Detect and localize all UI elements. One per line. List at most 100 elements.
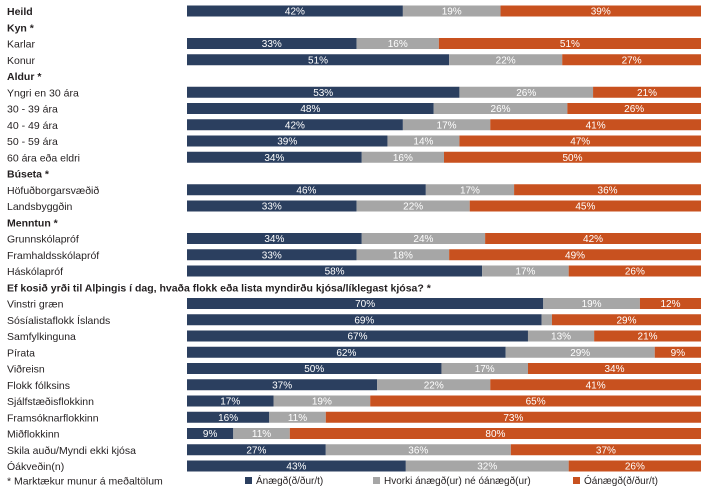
satisfied-segment <box>187 265 483 277</box>
neither-value-label: 19% <box>442 7 462 18</box>
neither-segment <box>405 460 569 472</box>
satisfied-segment <box>187 428 234 439</box>
neither-value-label: 11% <box>252 429 271 440</box>
neither-segment <box>361 151 444 163</box>
dissatisfied-value-label: 26% <box>624 104 644 115</box>
satisfied-segment <box>187 86 460 98</box>
satisfied-value-label: 46% <box>296 185 316 196</box>
neither-value-label: 11% <box>288 413 307 424</box>
group-header: Búseta * <box>7 169 50 181</box>
dissatisfied-segment <box>527 363 701 374</box>
dissatisfied-segment <box>459 135 701 147</box>
row-label: Vinstri græn <box>7 299 64 311</box>
row-label: Viðreisn <box>7 364 45 376</box>
dissatisfied-segment <box>514 184 701 196</box>
neither-value-label: 32% <box>477 462 497 473</box>
neither-segment <box>233 428 290 439</box>
neither-segment <box>356 249 450 261</box>
dissatisfied-value-label: 80% <box>485 429 505 440</box>
neither-value-label: 17% <box>515 267 535 278</box>
neither-value-label: 17% <box>475 364 495 375</box>
satisfied-value-label: 37% <box>272 380 292 391</box>
neither-value-label: 22% <box>496 55 516 66</box>
row-label: 40 - 49 ára <box>7 120 58 132</box>
dissatisfied-segment <box>568 460 701 472</box>
neither-segment <box>441 363 528 374</box>
neither-segment <box>527 330 595 342</box>
neither-value-label: 26% <box>491 104 511 115</box>
satisfied-segment <box>187 151 362 163</box>
dissatisfied-value-label: 26% <box>625 462 645 473</box>
dissatisfied-segment <box>567 103 701 114</box>
neither-value-label: 36% <box>408 445 428 456</box>
legend-swatch-neither <box>373 477 380 484</box>
satisfied-value-label: 67% <box>347 332 367 343</box>
satisfied-value-label: 34% <box>264 234 284 245</box>
group-header: Ef kosið yrði til Alþingis í dag, hvaða … <box>7 282 432 294</box>
row-label: Óákveðin(n) <box>7 460 64 473</box>
dissatisfied-segment <box>444 151 701 163</box>
neither-value-label: 16% <box>393 153 413 164</box>
dissatisfied-segment <box>485 233 701 244</box>
satisfied-value-label: 70% <box>355 299 375 310</box>
satisfied-value-label: 50% <box>304 364 324 375</box>
legend-label-neither: Hvorki ánægð(ur) né óánægð(ur) <box>384 475 531 487</box>
satisfied-value-label: 42% <box>285 120 305 131</box>
satisfied-segment <box>187 460 406 472</box>
dissatisfied-value-label: 21% <box>637 88 657 99</box>
dissatisfied-segment <box>449 249 701 261</box>
dissatisfied-value-label: 26% <box>625 267 645 278</box>
dissatisfied-segment <box>370 395 701 407</box>
neither-value-label: 19% <box>312 397 332 408</box>
neither-value-label: 24% <box>413 234 433 245</box>
row-label: Pírata <box>7 347 35 359</box>
neither-segment <box>449 54 563 66</box>
satisfied-value-label: 51% <box>308 55 328 66</box>
satisfied-segment <box>187 5 403 17</box>
neither-segment <box>356 38 439 49</box>
satisfied-segment <box>187 314 542 326</box>
dissatisfied-segment <box>593 86 701 98</box>
satisfied-segment <box>187 135 388 147</box>
row-label: Heild <box>7 6 33 18</box>
neither-segment <box>425 184 515 196</box>
satisfied-value-label: 33% <box>262 202 282 213</box>
satisfied-segment <box>187 200 357 212</box>
neither-segment <box>402 5 501 17</box>
satisfied-segment <box>187 346 506 358</box>
satisfied-value-label: 53% <box>313 88 333 99</box>
neither-segment <box>325 444 511 456</box>
dissatisfied-segment <box>500 5 701 17</box>
satisfied-segment <box>187 363 442 374</box>
dissatisfied-value-label: 49% <box>565 250 585 261</box>
dissatisfied-segment <box>438 38 701 49</box>
dissatisfied-segment <box>562 54 701 66</box>
dissatisfied-segment <box>510 444 701 456</box>
row-label: Landsbyggðin <box>7 201 73 213</box>
row-label: Sjálfstæðisflokkinn <box>7 396 94 408</box>
dissatisfied-value-label: 9% <box>671 348 686 359</box>
row-label: Samfylkinguna <box>7 331 76 343</box>
neither-segment <box>387 135 460 147</box>
legend-label-satisfied: Ánægð(ð/ður/t) <box>256 474 323 487</box>
row-label: Karlar <box>7 39 36 51</box>
dissatisfied-segment <box>594 330 701 342</box>
neither-segment <box>543 298 640 309</box>
neither-value-label: 17% <box>437 120 457 131</box>
neither-segment <box>541 314 552 326</box>
dissatisfied-segment <box>654 346 701 358</box>
dissatisfied-segment <box>490 119 701 131</box>
dissatisfied-value-label: 36% <box>598 185 618 196</box>
satisfied-value-label: 48% <box>300 104 320 115</box>
satisfied-value-label: 27% <box>246 445 266 456</box>
dissatisfied-value-label: 27% <box>622 55 642 66</box>
satisfied-value-label: 43% <box>286 462 306 473</box>
legend-swatch-dissatisfied <box>573 477 580 484</box>
satisfied-segment <box>187 330 528 342</box>
dissatisfied-value-label: 37% <box>596 445 616 456</box>
dissatisfied-value-label: 41% <box>586 120 606 131</box>
group-header: Aldur * <box>7 71 42 83</box>
dissatisfied-segment <box>469 200 701 212</box>
dissatisfied-value-label: 39% <box>591 7 611 18</box>
